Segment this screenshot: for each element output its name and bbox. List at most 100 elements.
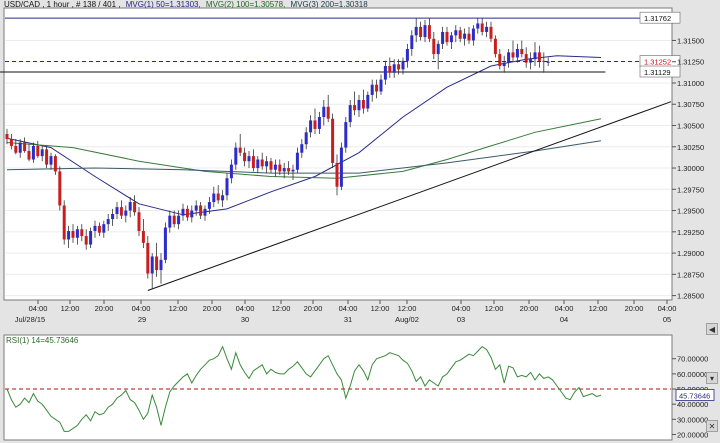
price-tick-label: 1.29000 xyxy=(677,249,704,258)
candle-body xyxy=(14,145,18,153)
candle-body xyxy=(9,139,13,146)
price-tick-label: 1.30250 xyxy=(677,143,704,152)
candle-body xyxy=(45,149,49,165)
candle-body xyxy=(80,229,84,237)
candle-body xyxy=(445,31,449,43)
price-tick-label: 1.30000 xyxy=(677,164,704,173)
candle-body xyxy=(282,168,286,172)
candle-body xyxy=(124,210,128,216)
candle-body xyxy=(225,178,229,196)
candle-body xyxy=(265,161,269,167)
svg-text:USD/CAD , 1 hour , # 138 / 401: USD/CAD , 1 hour , # 138 / 401 , MVG(1) … xyxy=(4,0,368,9)
candle-body xyxy=(379,79,383,92)
time-tick-label: 20:00 xyxy=(304,304,323,313)
price-tick-label: 1.30750 xyxy=(677,100,704,109)
price-tick-label: 1.28750 xyxy=(677,270,704,279)
candle-body xyxy=(115,207,119,214)
price-tick-label: 1.28500 xyxy=(677,292,704,301)
time-tick-label: 04:00 xyxy=(555,304,574,313)
candle-body xyxy=(97,225,101,233)
rsi-tick-label: 20.00000 xyxy=(677,430,708,439)
candle-body xyxy=(62,205,66,240)
candle-body xyxy=(454,30,458,36)
candle-body xyxy=(190,210,194,218)
candle-body xyxy=(53,156,57,172)
candle-body xyxy=(441,31,445,44)
candle-body xyxy=(212,193,216,203)
candle-body xyxy=(49,156,53,165)
rsi-path xyxy=(6,345,602,432)
candle-body xyxy=(498,54,502,66)
candle-body xyxy=(533,52,537,60)
candle-body xyxy=(489,26,493,39)
rsi-tick-label: 40.00000 xyxy=(677,400,708,409)
candle-body xyxy=(515,48,519,58)
mvg2-info: MVG(2) 100=1.30578, xyxy=(206,0,285,9)
candle-body xyxy=(229,164,233,179)
candle-body xyxy=(397,64,401,70)
candle-body xyxy=(247,156,251,162)
candle-body xyxy=(5,134,9,140)
candle-body xyxy=(273,164,277,170)
candle-body xyxy=(339,147,343,187)
chevron-left-icon: ◀ xyxy=(708,324,716,334)
candle-body xyxy=(168,215,172,228)
candle-body xyxy=(269,161,273,170)
candle-body xyxy=(93,225,97,231)
candle-body xyxy=(529,59,533,63)
candle-body xyxy=(423,25,427,38)
candle-body xyxy=(278,164,282,172)
candle-body xyxy=(458,30,462,39)
candle-body xyxy=(194,205,198,211)
candle-body xyxy=(256,159,260,169)
rsi-current-label: 45.73646 xyxy=(679,391,710,400)
candle-body xyxy=(150,256,154,274)
candle-body xyxy=(476,23,480,29)
time-tick-label: 12:00 xyxy=(61,304,80,313)
time-tick-label: 12:00 xyxy=(272,304,291,313)
candle-body xyxy=(155,256,159,271)
candle-body xyxy=(287,168,291,172)
candle-body xyxy=(366,94,370,109)
rsi-tick-label: 70.00000 xyxy=(677,355,708,364)
low-price-label: 1.31129 xyxy=(644,68,671,77)
date-label: Jul/28/15 xyxy=(15,315,45,324)
trend-lines xyxy=(0,71,672,291)
candle-body xyxy=(251,156,255,169)
time-tick-label: 12:00 xyxy=(371,304,390,313)
symbol-info: USD/CAD , 1 hour , # 138 / 401 , xyxy=(4,0,121,9)
candle-body xyxy=(436,43,440,55)
time-tick-label: 04:00 xyxy=(339,304,358,313)
rsi-tick-label: 60.00000 xyxy=(677,370,708,379)
rsi-line xyxy=(6,345,602,432)
candle-body xyxy=(511,52,515,58)
collapse-panel-button[interactable]: ▾ xyxy=(706,372,718,384)
trendline-1 xyxy=(147,101,672,291)
candle-body xyxy=(238,147,242,153)
rsi-label: RSI(1) 14=45.73646 xyxy=(6,336,79,345)
scroll-left-button[interactable]: ◀ xyxy=(706,323,718,335)
candle-body xyxy=(234,147,238,165)
mvg1-info: MVG(1) 50=1.31303, xyxy=(126,0,201,9)
chevron-down-icon: ▾ xyxy=(709,373,714,383)
candle-body xyxy=(27,151,31,160)
candle-body xyxy=(427,25,431,39)
candle-body xyxy=(361,99,365,109)
ma-line-3 xyxy=(6,140,602,174)
candle-body xyxy=(137,212,141,231)
close-panel-button[interactable]: ✕ xyxy=(706,420,718,432)
candle-body xyxy=(405,48,409,61)
candle-body xyxy=(542,60,546,62)
candle-body xyxy=(102,224,106,233)
time-tick-label: 20:00 xyxy=(203,304,222,313)
candle-body xyxy=(221,195,225,201)
time-tick-label: 12:00 xyxy=(485,304,504,313)
candle-body xyxy=(141,230,145,243)
candle-body xyxy=(243,152,247,162)
price-tick-label: 1.30500 xyxy=(677,122,704,131)
candle-body xyxy=(375,84,379,92)
candle-body xyxy=(471,28,475,41)
date-label: 31 xyxy=(344,315,352,324)
candle-body xyxy=(419,26,423,38)
rsi-panel xyxy=(3,334,673,441)
